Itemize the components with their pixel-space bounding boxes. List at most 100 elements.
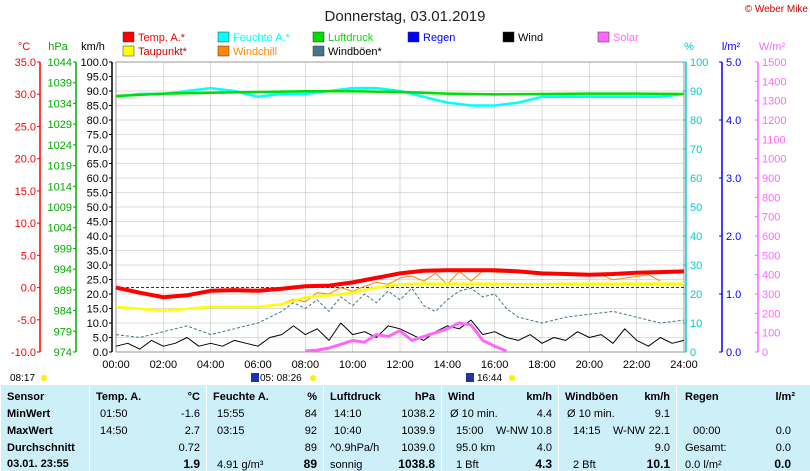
solar-axis-tick-label: 1500 <box>762 57 786 69</box>
pressure-axis-tick-label: 984 <box>54 306 72 318</box>
rain-total-value: 0.0 <box>775 442 791 454</box>
legend-label: Luftdruck <box>328 32 374 44</box>
header-sensor: Sensor <box>7 391 45 403</box>
y-axes: 35.0 30.0 25.0 20.0 15.0 10.0 5.0 0.0 -5.0 -10.0 1… <box>11 57 787 359</box>
weather-forecast: sonnig <box>330 459 363 471</box>
solar-axis-tick-label: 200 <box>762 308 780 320</box>
pressure-axis-tick-label: 1019 <box>48 161 72 173</box>
temp-min-time: 01:50 <box>100 408 128 420</box>
table-col-wind: Wind km/h Ø 10 min. 4.4 15:00 W-NW 10.8 … <box>441 385 558 471</box>
series-windb-en <box>115 287 685 338</box>
series-wind <box>115 319 685 350</box>
x-tick-label: 08:00 <box>292 359 320 371</box>
temp-axis-tick-label: 15.0 <box>15 186 36 198</box>
pressure-axis-tick-label: 989 <box>54 285 72 297</box>
table-col-humidity: Feuchte A. % 15:55 84 03:15 92 89 4.91 g… <box>206 385 323 471</box>
humidity-axis-tick-label: 70 <box>690 144 702 156</box>
series-temp-a <box>115 268 685 300</box>
pressure-axis-tick-label: 1029 <box>48 119 72 131</box>
header-gust: Windböen <box>565 391 619 403</box>
temp-axis-tick-label: -10.0 <box>11 347 36 359</box>
legend-swatch <box>312 45 325 57</box>
header-pressure-unit: hPa <box>414 391 435 403</box>
solar-axis-tick-label: 1400 <box>762 76 786 88</box>
wind-axis-tick-label: 10.0 <box>87 318 108 330</box>
solar-axis-tick-label: 1200 <box>762 115 786 127</box>
humidity-axis-tick-label: 30 <box>690 260 702 272</box>
chart-legend: Temp. A.* Feuchte A.* Luftdruck Regen Wind So… <box>122 31 639 58</box>
header-humidity-unit: % <box>307 391 317 403</box>
chart-title: Donnerstag, 03.01.2019 <box>325 8 486 25</box>
wind-axis-tick-label: 40.0 <box>87 231 108 243</box>
wind-max-dir: W-NW <box>496 425 529 437</box>
statistics-table: Sensor MinWert MaxWert Durchschnitt 03.0… <box>0 385 810 471</box>
solar-axis-tick-label: 100 <box>762 328 780 340</box>
humidity-axis-tick-label: 100 <box>690 57 708 69</box>
wind-axis-tick-label: 0.0 <box>93 347 108 359</box>
header-humidity: Feuchte A. <box>213 391 269 403</box>
wind-axis-tick-label: 90.0 <box>87 86 108 98</box>
table-col-gust: Windböen km/h Ø 10 min. 9.1 14:15 W-NW 2… <box>558 385 676 471</box>
wind-axis-tick-label: 65.0 <box>87 159 108 171</box>
temp-current-value: 1.9 <box>183 457 200 471</box>
series-solar <box>305 321 508 353</box>
legend-label: Taupunkt* <box>138 46 188 58</box>
rain-axis-tick-label: 2.0 <box>726 231 741 243</box>
table-col-temp: Temp. A. °C 01:50 -1.6 14:50 2.7 0.72 1.… <box>89 385 206 471</box>
gust-avg-value: 9.0 <box>654 442 670 454</box>
humidity-axis-tick-label: 60 <box>690 173 702 185</box>
sunrise-time: 08:17 <box>10 373 35 384</box>
press-max-value: 1039.9 <box>401 425 435 437</box>
humidity-axis-unit: % <box>684 41 694 53</box>
rain-axis-unit: l/m² <box>722 41 741 53</box>
pressure-axis-tick-label: 999 <box>54 243 72 255</box>
temp-axis-tick-label: 35.0 <box>15 57 36 69</box>
rain-axis-tick-label: 4.0 <box>726 115 741 127</box>
header-rain-unit: l/m² <box>775 391 795 403</box>
pressure-axis-tick-label: 1034 <box>48 98 72 110</box>
wind-beaufort: 1 Bft <box>456 459 479 471</box>
row-label-max: MaxWert <box>7 425 53 437</box>
header-gust-unit: km/h <box>644 391 670 403</box>
wind-avg10-label: Ø 10 min. <box>450 408 498 420</box>
temp-axis-tick-label: 25.0 <box>15 121 36 133</box>
wind-axis-tick-label: 80.0 <box>87 115 108 127</box>
gust-max-value: 22.1 <box>648 425 670 437</box>
pressure-axis-tick-label: 1024 <box>48 140 72 152</box>
header-wind-unit: km/h <box>526 391 552 403</box>
solar-axis-tick-label: 500 <box>762 250 780 262</box>
x-tick-label: 04:00 <box>197 359 225 371</box>
temp-max-time: 14:50 <box>100 425 128 437</box>
wind-axis-tick-label: 95.0 <box>87 72 108 84</box>
header-wind: Wind <box>448 391 475 403</box>
legend-label: Feuchte A.* <box>233 32 291 44</box>
x-tick-label: 02:00 <box>150 359 178 371</box>
hum-min-time: 15:55 <box>217 408 245 420</box>
legend-swatch <box>407 31 420 43</box>
x-tick-label: 00:00 <box>102 359 130 371</box>
gust-max-time: 14:15 <box>573 425 601 437</box>
solar-axis-tick-label: 1300 <box>762 96 786 108</box>
series-luftdruck <box>115 89 685 98</box>
gust-avg10-value: 9.1 <box>654 408 670 420</box>
wind-axis-tick-label: 75.0 <box>87 130 108 142</box>
sunset-icon <box>466 373 474 382</box>
pressure-axis-tick-label: 979 <box>54 326 72 338</box>
wind-axis-tick-label: 15.0 <box>87 304 108 316</box>
legend-label: Solar <box>613 32 639 44</box>
credit-link[interactable]: © Weber Mike <box>745 4 809 15</box>
wind-axis-tick-label: 85.0 <box>87 101 108 113</box>
press-trend: ^0.9hPa/h <box>330 442 380 454</box>
wind-run: 95.0 km <box>456 442 496 454</box>
gust-beaufort: 2 Bft <box>573 459 596 471</box>
gust-avg10-label: Ø 10 min. <box>567 408 615 420</box>
hum-current-value: 89 <box>303 457 317 471</box>
solar-axis-tick-label: 1000 <box>762 154 786 166</box>
wind-avg-value: 4.0 <box>536 442 552 454</box>
rain-total-label: Gesamt: <box>685 442 727 454</box>
legend-label: Regen <box>423 32 455 44</box>
rain-axis-tick-label: 0.0 <box>726 347 741 359</box>
legend-swatch <box>122 31 135 43</box>
humidity-axis-tick-label: 40 <box>690 231 702 243</box>
